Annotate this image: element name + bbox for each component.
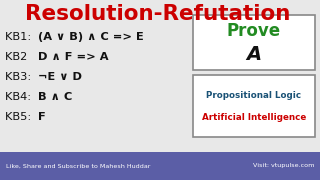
- Bar: [0, 152, 320, 180]
- Text: KB3:: KB3:: [5, 72, 38, 82]
- Text: KB4:: KB4:: [5, 92, 38, 102]
- Text: Like, Share and Subscribe to Mahesh Huddar: Like, Share and Subscribe to Mahesh Hudd…: [6, 163, 150, 168]
- Text: Prove: Prove: [227, 22, 281, 40]
- Text: KB1:: KB1:: [5, 32, 38, 42]
- Text: Visit: vtupulse.com: Visit: vtupulse.com: [252, 163, 314, 168]
- Text: D ∧ F => A: D ∧ F => A: [38, 52, 108, 62]
- Text: Artificial Intelligence: Artificial Intelligence: [202, 112, 306, 122]
- Text: A: A: [246, 46, 261, 64]
- Text: B ∧ C: B ∧ C: [38, 92, 72, 102]
- FancyBboxPatch shape: [193, 75, 315, 137]
- Text: F: F: [38, 112, 46, 122]
- FancyBboxPatch shape: [193, 15, 315, 70]
- Text: (A ∨ B) ∧ C => E: (A ∨ B) ∧ C => E: [38, 32, 144, 42]
- Text: ¬E ∨ D: ¬E ∨ D: [38, 72, 82, 82]
- Text: Propositional Logic: Propositional Logic: [206, 91, 301, 100]
- Text: KB2: KB2: [5, 52, 38, 62]
- Text: KB5:: KB5:: [5, 112, 38, 122]
- Text: Resolution-Refutation: Resolution-Refutation: [25, 4, 291, 24]
